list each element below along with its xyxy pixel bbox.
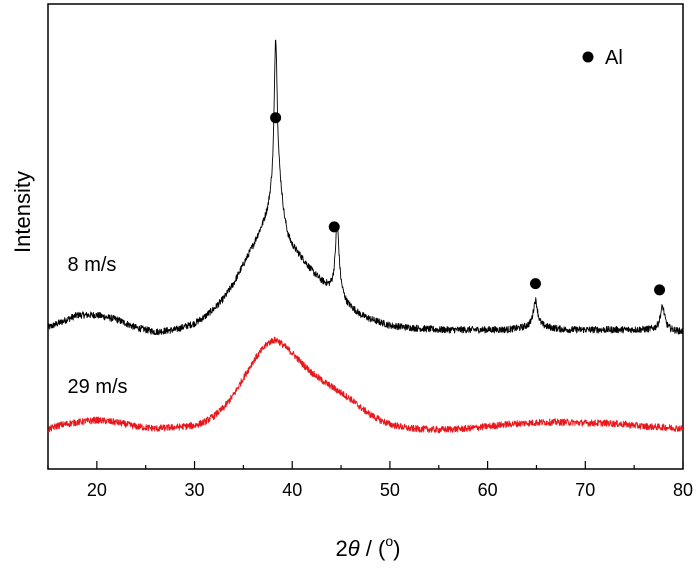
x-tick-label: 70 xyxy=(575,480,595,500)
labels-layer: 8 m/s 29 m/s xyxy=(68,254,128,398)
al-peak-marker xyxy=(328,221,340,233)
al-peak-marker xyxy=(654,284,666,296)
x-tick-label: 40 xyxy=(282,480,302,500)
y-axis-title: Intensity xyxy=(10,171,35,253)
x-axis-title-symbol: θ xyxy=(348,536,360,561)
x-tick-label: 80 xyxy=(673,480,693,500)
al-peak-marker xyxy=(529,278,541,290)
x-axis-title-close: ) xyxy=(393,536,400,561)
legend: Al xyxy=(582,47,623,69)
plot-frame xyxy=(47,3,684,470)
x-axis-title-suffix: / ( xyxy=(360,536,386,561)
x-tick-label: 50 xyxy=(380,480,400,500)
x-axis-title-unit: o xyxy=(385,533,393,549)
series-layer xyxy=(47,39,684,434)
legend-label-al: Al xyxy=(605,47,623,69)
x-ticks: 20 30 40 50 60 70 80 xyxy=(47,461,693,500)
series-line-29ms xyxy=(47,336,684,434)
x-tick-label: 20 xyxy=(87,480,107,500)
x-axis-title: 2θ / (o) xyxy=(336,533,401,561)
x-axis-title-prefix: 2 xyxy=(336,536,348,561)
series-label: 29 m/s xyxy=(68,376,128,398)
series-line-8ms xyxy=(47,39,684,336)
legend-marker-al xyxy=(582,51,594,63)
x-tick-label: 30 xyxy=(185,480,205,500)
marker-layer xyxy=(270,112,666,296)
x-tick-label: 60 xyxy=(478,480,498,500)
series-label: 8 m/s xyxy=(68,254,117,276)
al-peak-marker xyxy=(270,112,282,124)
